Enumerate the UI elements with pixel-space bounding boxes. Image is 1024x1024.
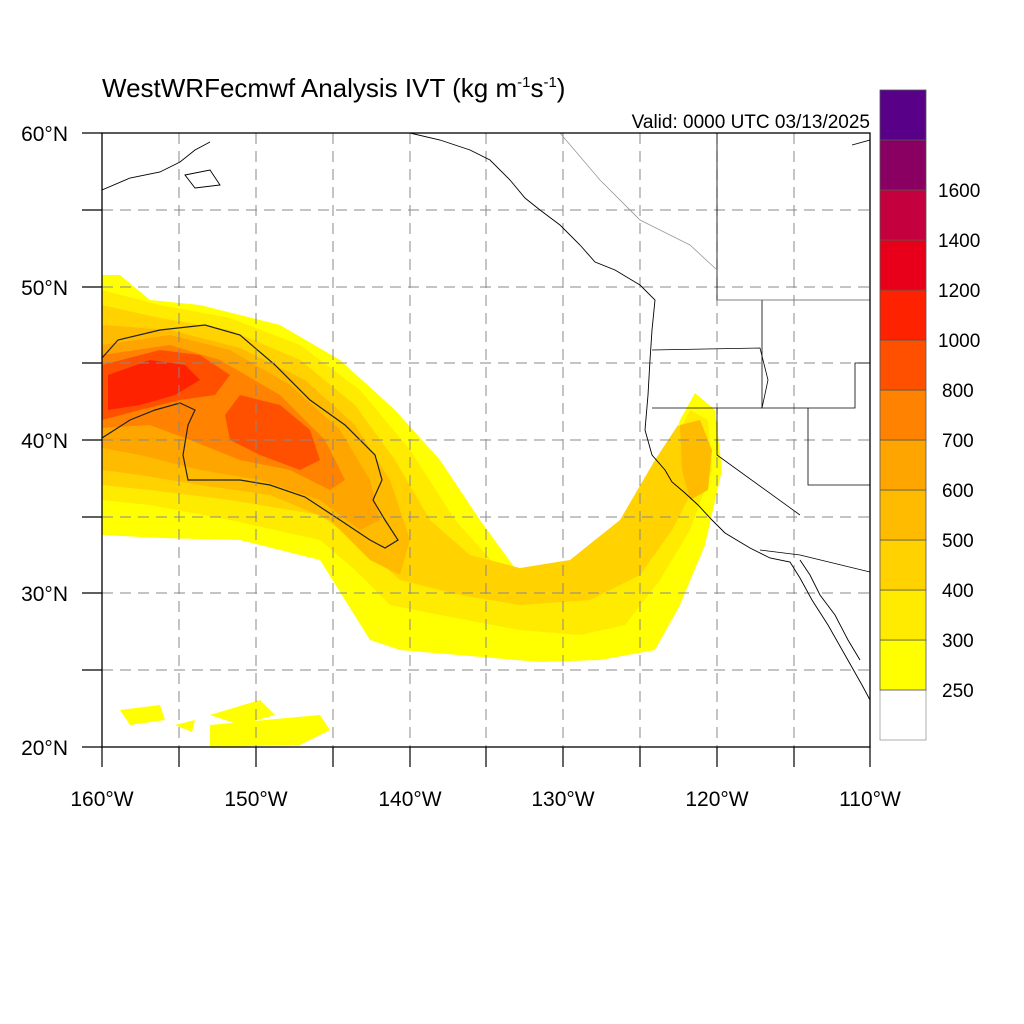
lon-label: 110°W <box>839 788 901 811</box>
lat-label: 20°N <box>21 737 68 760</box>
colorbar-box <box>879 89 927 141</box>
colorbar-label: 500 <box>942 531 974 552</box>
colorbar-label: 800 <box>942 381 974 402</box>
contour-line <box>102 324 399 549</box>
lon-label: 140°W <box>378 788 441 811</box>
colorbar-label: 1200 <box>938 281 980 302</box>
lon-labels: 160°W 150°W 140°W 130°W 120°W 110°W <box>70 788 901 811</box>
colorbar-boxes <box>879 89 927 741</box>
map-title: WestWRFecmwf Analysis IVT (kg m-1s-1) <box>102 73 565 103</box>
lon-label: 120°W <box>685 788 748 811</box>
colorbar-label: 1600 <box>938 181 980 202</box>
colorbar: 250 300 400 500 600 700 800 1000 1200 14… <box>879 89 980 741</box>
colorbar-box <box>879 139 927 191</box>
valid-time: Valid: 0000 UTC 03/13/2025 <box>632 112 870 133</box>
colorbar-box <box>879 589 927 641</box>
colorbar-box <box>879 389 927 441</box>
colorbar-box <box>879 439 927 491</box>
lat-labels: 60°N 50°N 40°N 30°N 20°N <box>21 123 68 760</box>
lat-label: 50°N <box>21 277 68 300</box>
colorbar-box <box>879 689 927 741</box>
colorbar-label: 700 <box>942 431 974 452</box>
lat-label: 30°N <box>21 583 68 606</box>
colorbar-label: 1400 <box>938 231 980 252</box>
border-lines-gray <box>559 133 870 301</box>
colorbar-label: 400 <box>942 581 974 602</box>
colorbar-box <box>879 239 927 291</box>
lat-label: 60°N <box>21 123 68 146</box>
colorbar-box <box>879 639 927 691</box>
map-panel <box>102 133 870 747</box>
axis-ticks <box>82 132 871 767</box>
colorbar-box <box>879 289 927 341</box>
colorbar-box <box>879 489 927 541</box>
colorbar-label: 600 <box>942 481 974 502</box>
colorbar-label: 1000 <box>938 331 980 352</box>
colorbar-labels: 250 300 400 500 600 700 800 1000 1200 14… <box>938 181 980 702</box>
lon-label: 150°W <box>224 788 287 811</box>
colorbar-box <box>879 339 927 391</box>
coastlines <box>102 133 870 701</box>
colorbar-box <box>879 539 927 591</box>
lon-label: 130°W <box>531 788 594 811</box>
colorbar-label: 250 <box>942 681 974 702</box>
colorbar-label: 300 <box>942 631 974 652</box>
lon-label: 160°W <box>70 788 133 811</box>
colorbar-box <box>879 189 927 241</box>
lat-label: 40°N <box>21 430 68 453</box>
